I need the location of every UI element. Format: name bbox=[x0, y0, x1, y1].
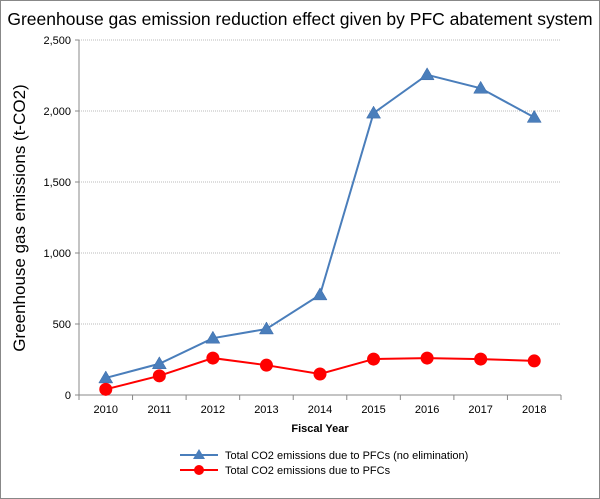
circle-marker bbox=[152, 369, 166, 383]
x-tick-label: 2012 bbox=[201, 404, 225, 416]
circle-marker bbox=[99, 382, 113, 396]
circle-marker bbox=[527, 354, 541, 368]
legend: Total CO2 emissions due to PFCs (no elim… bbox=[180, 449, 468, 477]
circle-marker bbox=[206, 351, 220, 365]
circle-marker bbox=[420, 351, 434, 365]
circle-marker bbox=[313, 367, 327, 381]
triangle-marker bbox=[259, 321, 274, 335]
circle-marker bbox=[474, 352, 488, 366]
legend-label-no-elimination: Total CO2 emissions due to PFCs (no elim… bbox=[225, 450, 468, 462]
triangle-marker bbox=[473, 80, 489, 94]
y-tick-label: 2,500 bbox=[43, 35, 71, 47]
triangle-marker bbox=[419, 67, 435, 81]
circle-marker bbox=[367, 352, 381, 366]
legend-label-pfcs: Total CO2 emissions due to PFCs bbox=[225, 465, 391, 477]
x-tick-label: 2016 bbox=[415, 404, 439, 416]
triangle-marker bbox=[205, 330, 221, 344]
x-tick-label: 2017 bbox=[468, 404, 492, 416]
legend-triangle-marker bbox=[193, 449, 205, 459]
x-tick-label: 2011 bbox=[148, 404, 172, 416]
y-tick-label: 0 bbox=[65, 390, 71, 402]
y-tick-label: 1,000 bbox=[43, 248, 71, 260]
triangle-marker bbox=[312, 287, 328, 301]
x-tick-label: 2014 bbox=[308, 404, 332, 416]
x-axis-label: Fiscal Year bbox=[291, 423, 349, 435]
x-tick-label: 2010 bbox=[94, 404, 118, 416]
legend-circle-marker bbox=[194, 465, 204, 475]
triangle-marker bbox=[151, 356, 167, 370]
y-axis-label: Greenhouse gas emissions (t-CO2) bbox=[10, 84, 29, 351]
chart-title: Greenhouse gas emission reduction effect… bbox=[7, 9, 592, 29]
x-tick-label: 2018 bbox=[522, 404, 546, 416]
series-line-1 bbox=[105, 73, 535, 379]
x-tick-label: 2015 bbox=[361, 404, 385, 416]
triangle-marker bbox=[526, 109, 542, 123]
circle-marker bbox=[259, 358, 273, 372]
x-tick-label: 2013 bbox=[254, 404, 278, 416]
y-tick-label: 500 bbox=[53, 319, 71, 331]
y-tick-label: 1,500 bbox=[43, 177, 71, 189]
y-tick-label: 2,000 bbox=[43, 106, 71, 118]
triangle-marker bbox=[366, 105, 381, 119]
